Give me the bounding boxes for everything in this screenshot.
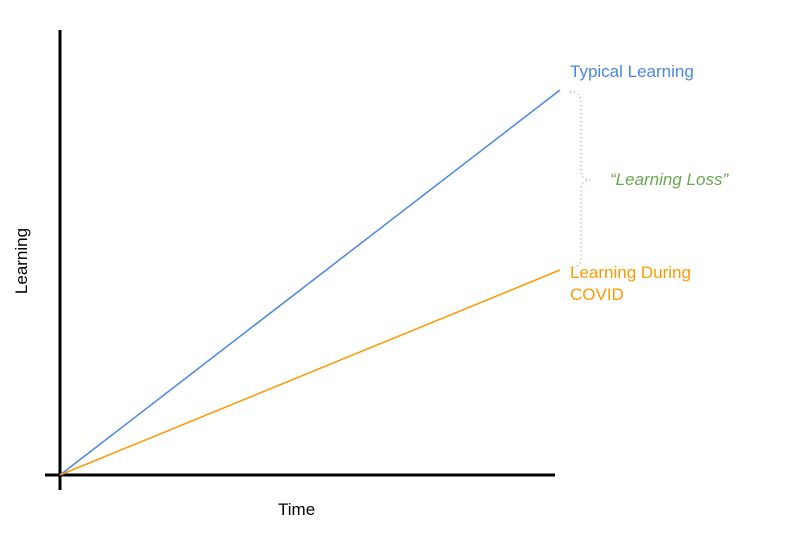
series-typical-label: Typical Learning [570,62,694,82]
series-covid-label: Learning During COVID [570,262,691,306]
chart-container: Learning Time Typical Learning Learning … [0,0,798,550]
series-typical-line [60,90,560,475]
annotation-brace [570,92,590,268]
annotation-learning-loss: “Learning Loss” [610,170,728,190]
y-axis-label: Learning [12,221,32,301]
x-axis-label: Time [278,500,315,520]
series-covid-line [60,270,560,475]
